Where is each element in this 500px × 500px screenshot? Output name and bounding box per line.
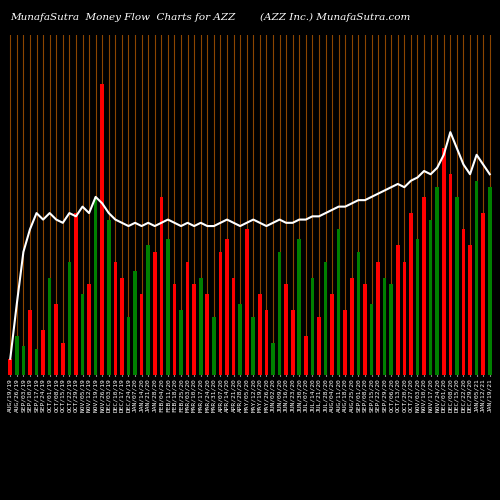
Bar (409, 213, 412, 375)
Bar (212, 316, 216, 375)
Bar (252, 316, 255, 375)
Bar (192, 284, 196, 375)
Bar (48, 278, 51, 375)
Bar (436, 187, 439, 375)
Bar (462, 230, 466, 375)
Bar (363, 284, 367, 375)
Bar (291, 310, 294, 375)
Bar (330, 294, 334, 375)
Bar (218, 252, 222, 375)
Bar (402, 262, 406, 375)
Bar (344, 310, 347, 375)
Bar (42, 330, 45, 375)
Bar (107, 220, 110, 375)
Bar (179, 310, 183, 375)
Bar (238, 304, 242, 375)
Bar (350, 278, 354, 375)
Bar (8, 359, 12, 375)
Bar (186, 262, 190, 375)
Bar (54, 304, 58, 375)
Bar (468, 246, 472, 375)
Bar (337, 230, 340, 375)
Bar (482, 213, 485, 375)
Bar (304, 336, 308, 375)
Bar (264, 310, 268, 375)
Bar (383, 278, 386, 375)
Bar (120, 278, 124, 375)
Bar (146, 246, 150, 375)
Bar (153, 252, 156, 375)
Bar (298, 239, 301, 375)
Bar (448, 174, 452, 375)
Bar (232, 278, 235, 375)
Bar (356, 252, 360, 375)
Bar (160, 197, 163, 375)
Bar (133, 272, 137, 375)
Bar (278, 252, 281, 375)
Bar (94, 197, 98, 375)
Bar (271, 342, 275, 375)
Bar (376, 262, 380, 375)
Bar (455, 197, 458, 375)
Bar (284, 284, 288, 375)
Bar (199, 278, 202, 375)
Bar (100, 84, 104, 375)
Bar (172, 284, 176, 375)
Bar (310, 278, 314, 375)
Bar (429, 220, 432, 375)
Bar (166, 239, 170, 375)
Bar (114, 262, 117, 375)
Text: (AZZ Inc.) MunafaSutra.com: (AZZ Inc.) MunafaSutra.com (260, 12, 410, 22)
Bar (88, 284, 91, 375)
Bar (416, 239, 420, 375)
Bar (74, 213, 78, 375)
Bar (488, 187, 492, 375)
Bar (442, 148, 446, 375)
Bar (28, 310, 32, 375)
Bar (140, 294, 143, 375)
Bar (390, 284, 393, 375)
Bar (206, 294, 209, 375)
Bar (396, 246, 400, 375)
Bar (15, 336, 18, 375)
Bar (258, 294, 262, 375)
Bar (317, 316, 321, 375)
Text: MunafaSutra  Money Flow  Charts for AZZ: MunafaSutra Money Flow Charts for AZZ (10, 12, 235, 22)
Bar (61, 342, 64, 375)
Bar (324, 262, 328, 375)
Bar (245, 230, 248, 375)
Bar (34, 349, 38, 375)
Bar (422, 197, 426, 375)
Bar (475, 180, 478, 375)
Bar (68, 262, 71, 375)
Bar (370, 304, 374, 375)
Bar (80, 294, 84, 375)
Bar (22, 346, 25, 375)
Bar (225, 239, 229, 375)
Bar (126, 316, 130, 375)
